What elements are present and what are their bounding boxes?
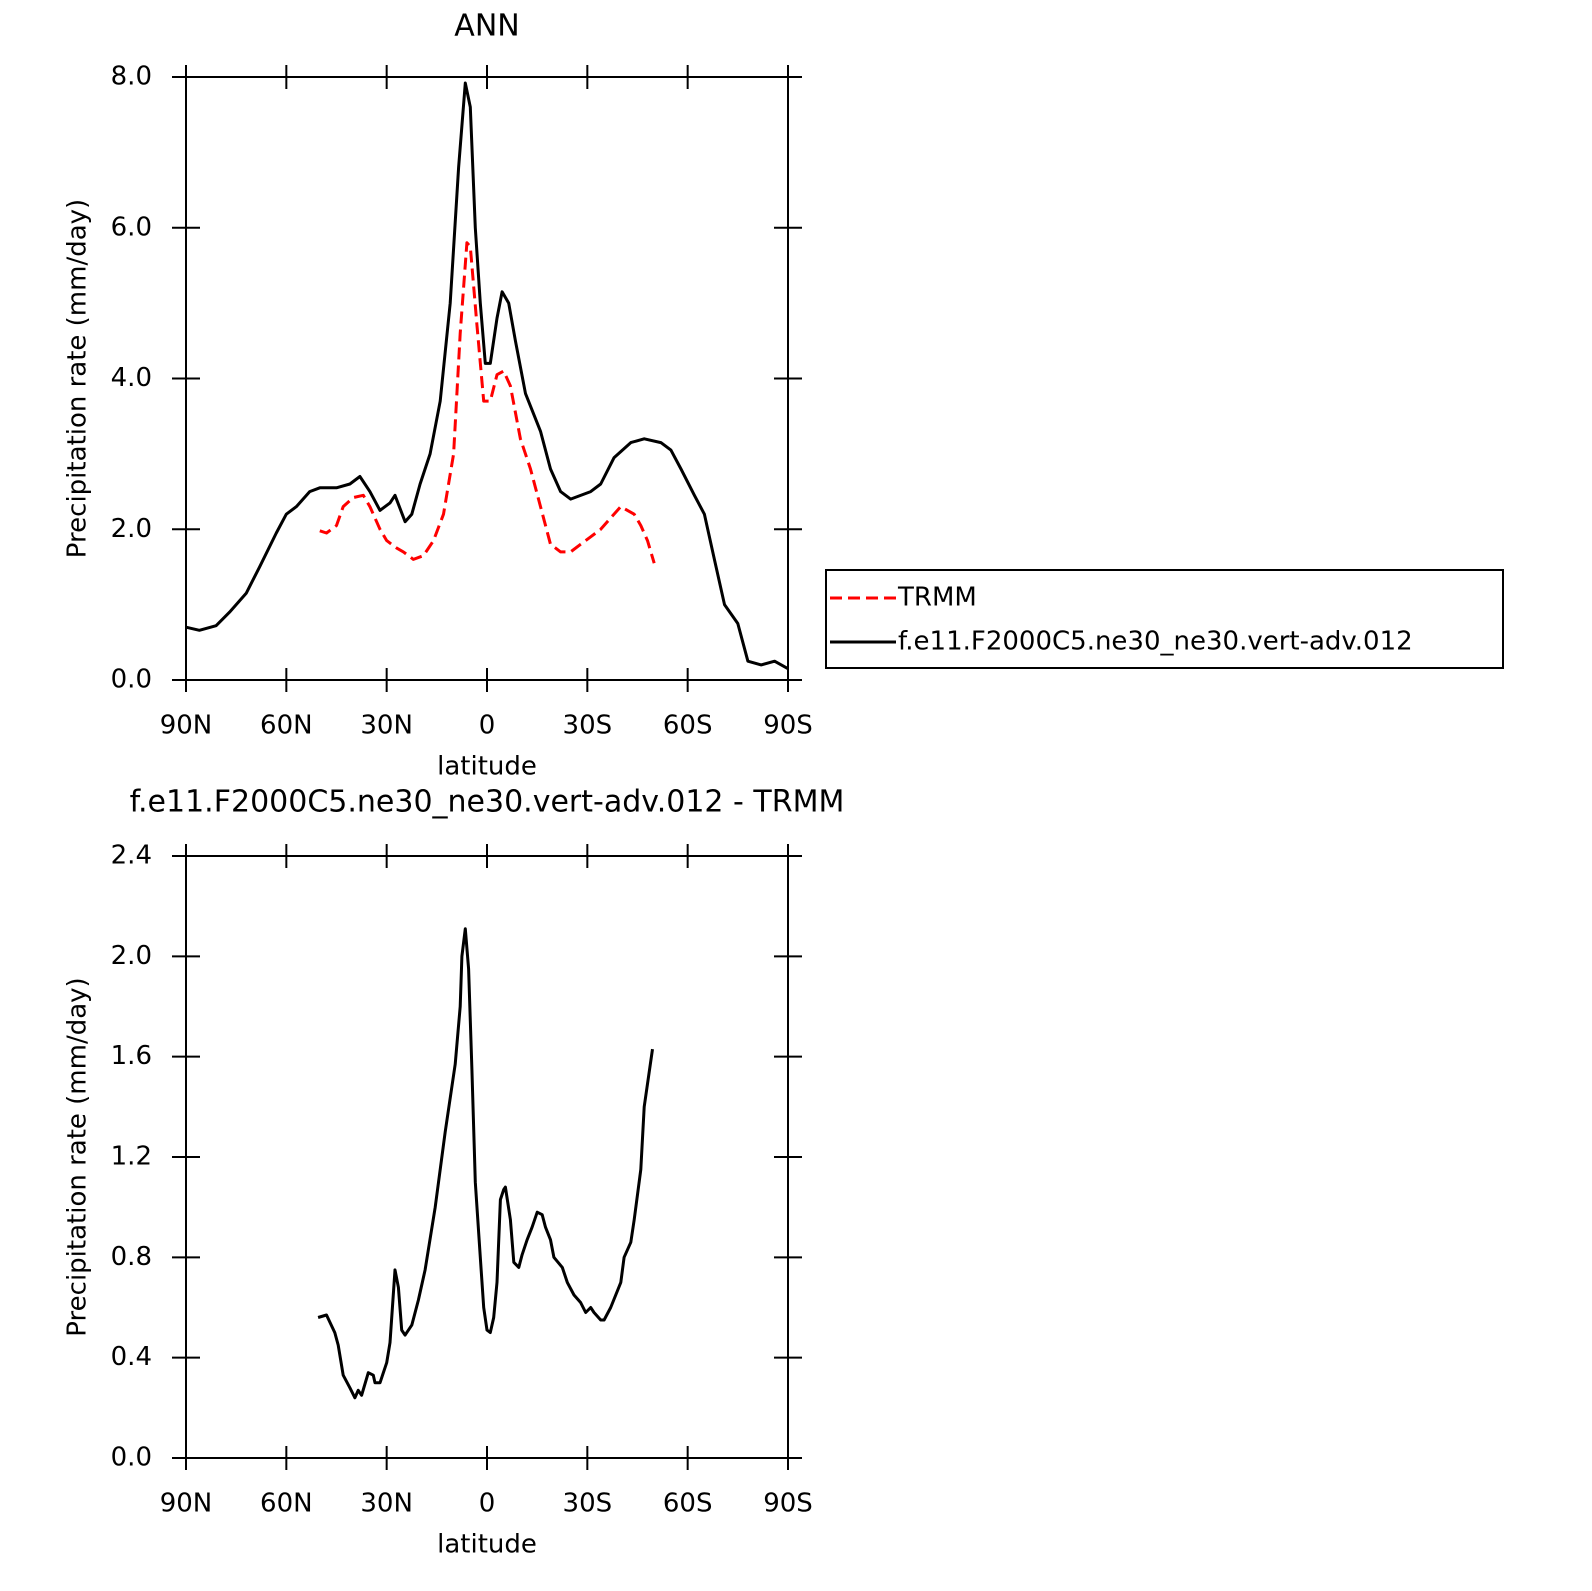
x-tick-label: 30S bbox=[563, 1489, 613, 1519]
chart-title: ANN bbox=[454, 9, 519, 44]
x-tick-label: 90S bbox=[763, 711, 813, 741]
x-tick-label: 0 bbox=[479, 1489, 496, 1519]
y-axis-label: Precipitation rate (mm/day) bbox=[63, 199, 93, 558]
x-tick-label: 60N bbox=[260, 1489, 313, 1519]
legend-label: TRMM bbox=[897, 583, 977, 613]
y-axis-label: Precipitation rate (mm/day) bbox=[63, 977, 93, 1336]
y-tick-label: 1.6 bbox=[111, 1041, 152, 1071]
x-axis-label: latitude bbox=[437, 752, 537, 782]
legend-label: f.e11.F2000C5.ne30_ne30.vert-adv.012 bbox=[898, 627, 1413, 657]
y-tick-label: 0.0 bbox=[111, 1443, 152, 1473]
y-tick-label: 0.4 bbox=[111, 1342, 152, 1372]
x-tick-label: 60N bbox=[260, 711, 313, 741]
x-tick-label: 0 bbox=[479, 711, 496, 741]
y-tick-label: 2.4 bbox=[111, 841, 152, 871]
chart-title: f.e11.F2000C5.ne30_ne30.vert-adv.012 - T… bbox=[130, 785, 845, 820]
y-tick-label: 2.0 bbox=[111, 941, 152, 971]
legend-box bbox=[825, 569, 1504, 669]
x-tick-label: 60S bbox=[663, 711, 713, 741]
x-tick-label: 90S bbox=[763, 1489, 813, 1519]
y-tick-label: 8.0 bbox=[111, 62, 152, 92]
data-line bbox=[185, 81, 789, 671]
x-tick-label: 90N bbox=[160, 711, 213, 741]
y-tick-label: 0.8 bbox=[111, 1242, 152, 1272]
y-tick-label: 0.0 bbox=[111, 665, 152, 695]
x-tick-label: 30S bbox=[563, 711, 613, 741]
y-tick-label: 4.0 bbox=[111, 363, 152, 393]
data-line bbox=[317, 927, 654, 1400]
y-tick-label: 1.2 bbox=[111, 1142, 152, 1172]
x-tick-label: 30N bbox=[360, 1489, 413, 1519]
data-line bbox=[319, 241, 656, 564]
y-tick-label: 2.0 bbox=[111, 514, 152, 544]
y-tick-label: 6.0 bbox=[111, 212, 152, 242]
plot-frame bbox=[185, 855, 789, 1459]
x-tick-label: 30N bbox=[360, 711, 413, 741]
x-axis-label: latitude bbox=[437, 1530, 537, 1560]
x-tick-label: 90N bbox=[160, 1489, 213, 1519]
x-tick-label: 60S bbox=[663, 1489, 713, 1519]
plot-frame bbox=[185, 76, 789, 681]
